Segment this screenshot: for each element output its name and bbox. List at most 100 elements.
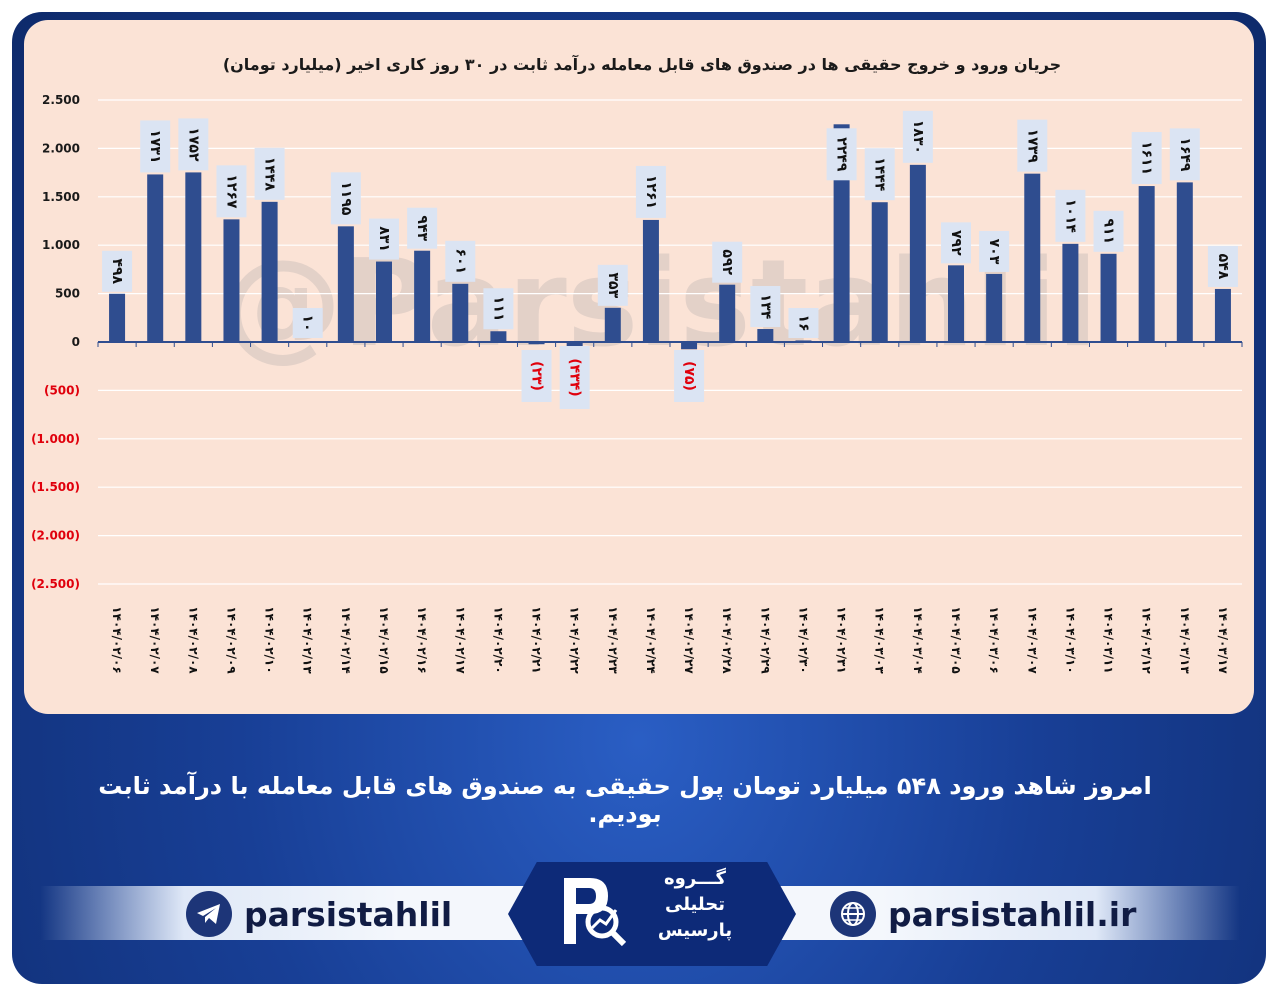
value-label: ۱۶۴۹ bbox=[1177, 137, 1193, 172]
value-label-box bbox=[407, 207, 438, 249]
x-tick-label: ۱۴۰۴/۰۲/۲۰ bbox=[491, 606, 505, 673]
value-label: ۱۰۱۴ bbox=[1062, 199, 1078, 234]
value-label: ۱۷۳۹ bbox=[1024, 129, 1040, 164]
x-tick-label: ۱۴۰۴/۰۲/۳۱ bbox=[835, 606, 849, 673]
logo-line-1: گـــروه bbox=[664, 868, 726, 889]
bar bbox=[1176, 182, 1193, 342]
y-tick-label: (2.000) bbox=[31, 529, 80, 543]
bar bbox=[528, 342, 545, 345]
bar bbox=[1062, 243, 1079, 342]
value-label-box bbox=[178, 118, 209, 171]
bar bbox=[1024, 173, 1041, 342]
x-tick-label: ۱۴۰۴/۰۲/۱۶ bbox=[415, 606, 429, 673]
value-label: (۴۳۴) bbox=[567, 358, 583, 396]
value-label-box bbox=[979, 230, 1010, 272]
x-tick-label: ۱۴۰۴/۰۲/۱۷ bbox=[453, 606, 467, 674]
bar bbox=[261, 201, 278, 342]
value-label: ۵۴۸ bbox=[1215, 254, 1231, 280]
x-tick-label: ۱۴۰۴/۰۳/۱۷ bbox=[1216, 606, 1230, 674]
x-tick-label: ۱۴۰۴/۰۲/۱۵ bbox=[377, 606, 391, 673]
bar bbox=[909, 164, 926, 342]
y-tick-label: 2.000 bbox=[42, 141, 80, 155]
x-tick-label: ۱۴۰۴/۰۲/۰۸ bbox=[186, 606, 200, 674]
x-tick-label: ۱۴۰۴/۰۲/۱۳ bbox=[301, 606, 315, 674]
x-tick-label: ۱۴۰۴/۰۲/۰۶ bbox=[110, 606, 124, 673]
bar bbox=[642, 219, 659, 342]
x-axis-ticks: ۱۴۰۴/۰۲/۰۶ ۱۴۰۴/۰۲/۰۷ ۱۴۰۴/۰۲/۰۸ ۱۴۰۴/۰۲/۰۹… bbox=[110, 606, 1230, 674]
bar bbox=[1214, 288, 1231, 342]
value-label: ۱۱۱ bbox=[490, 296, 506, 322]
bar bbox=[376, 261, 392, 342]
bar bbox=[986, 273, 1003, 342]
bar bbox=[414, 250, 431, 342]
x-tick-label: ۱۴۰۴/۰۲/۲۸ bbox=[720, 606, 734, 674]
value-label: ۱۴۴۴ bbox=[872, 157, 888, 192]
y-tick-label: (500) bbox=[44, 383, 80, 397]
value-labels: ۴۹۸ ۱۷۳۱ ۱۷۵۲ ۱۲۶۷ ۱۴۴۸ ۱۰ ۱۱۹۵ ۸۳۱ ۹۴۳ ۶۰۱ ۱۱۱ (۲۳… bbox=[102, 110, 1238, 409]
y-tick-label: 0 bbox=[72, 335, 80, 349]
value-label: ۱۷۵۲ bbox=[185, 127, 201, 162]
x-tick-label: ۱۴۰۴/۰۲/۲۲ bbox=[568, 606, 582, 674]
value-label-box bbox=[597, 264, 628, 306]
globe-icon bbox=[830, 891, 876, 937]
value-label-box bbox=[674, 350, 705, 402]
value-label: ۱۲۶۱ bbox=[643, 175, 659, 209]
value-label-box bbox=[826, 128, 857, 181]
value-label-box bbox=[445, 240, 476, 282]
x-tick-label: ۱۴۰۴/۰۳/۰۵ bbox=[949, 606, 963, 673]
y-axis-ticks: 2.500 2.000 1.500 1.000 500 0 (500) (1.000) (1.5… bbox=[31, 93, 80, 591]
value-label: ۷۹۲ bbox=[948, 230, 964, 256]
bar bbox=[147, 174, 164, 342]
value-label: ۶۰۱ bbox=[452, 249, 468, 275]
y-tick-label: (1.500) bbox=[31, 480, 80, 494]
x-tick-label: ۱۴۰۴/۰۳/۱۳ bbox=[1178, 606, 1192, 674]
value-label-box bbox=[635, 165, 666, 218]
value-label: ۱۶ bbox=[795, 314, 811, 331]
value-label-box bbox=[712, 241, 743, 283]
value-label-box bbox=[1207, 245, 1238, 287]
value-label-box bbox=[292, 308, 323, 338]
bar bbox=[757, 329, 774, 342]
bar bbox=[223, 219, 240, 342]
caption: امروز شاهد ورود ۵۴۸ میلیارد تومان پول حق… bbox=[98, 772, 1152, 828]
website-link[interactable]: parsistahlil.ir bbox=[830, 890, 1136, 938]
value-label-box bbox=[254, 147, 285, 200]
value-label-box bbox=[864, 148, 895, 201]
chart-panel bbox=[24, 20, 1254, 714]
telegram-link[interactable]: parsistahlil bbox=[186, 890, 452, 938]
y-tick-label: 1.000 bbox=[42, 238, 80, 252]
telegram-icon bbox=[186, 891, 232, 937]
x-tick-label: ۱۴۰۴/۰۲/۱۴ bbox=[339, 606, 353, 673]
value-label-box bbox=[1131, 132, 1162, 185]
value-label: (۷۵) bbox=[681, 361, 697, 391]
value-label: ۲۲۴۹ bbox=[834, 137, 850, 172]
x-tick-label: ۱۴۰۴/۰۳/۰۳ bbox=[873, 606, 887, 674]
value-label: ۱۲۶۷ bbox=[223, 174, 239, 209]
x-tick-label: ۱۴۰۴/۰۳/۰۷ bbox=[1025, 606, 1039, 674]
value-label-box bbox=[1169, 128, 1200, 181]
x-tick-label: ۱۴۰۴/۰۲/۲۴ bbox=[644, 606, 658, 673]
bar bbox=[1138, 186, 1155, 342]
x-tick-label: ۱۴۰۴/۰۳/۱۲ bbox=[1140, 606, 1154, 674]
bar bbox=[1100, 253, 1117, 342]
value-label: ۱۱۹۵ bbox=[338, 181, 354, 216]
x-tick-label: ۱۴۰۴/۰۲/۳۰ bbox=[796, 606, 810, 673]
value-label: ۴۹۸ bbox=[109, 258, 125, 284]
logo-line-2: تحلیلی bbox=[665, 894, 725, 915]
chart: @Parsistahlil جریان ورود و خروج حقیقی ها… bbox=[31, 54, 1243, 674]
value-label-box bbox=[1055, 189, 1086, 242]
website-url: parsistahlil.ir bbox=[888, 894, 1137, 934]
value-label: ۱۶۱۱ bbox=[1139, 141, 1155, 175]
x-tick-label: ۱۴۰۴/۰۲/۰۹ bbox=[224, 606, 238, 674]
value-label: ۱۰ bbox=[300, 314, 316, 331]
y-tick-label: 500 bbox=[55, 287, 80, 301]
value-label-box bbox=[521, 350, 552, 402]
y-tick-label: (2.500) bbox=[31, 577, 80, 591]
bar bbox=[109, 293, 126, 342]
bar bbox=[337, 226, 354, 342]
x-tick-label: ۱۴۰۴/۰۳/۱۰ bbox=[1063, 606, 1077, 673]
value-label: (۲۳) bbox=[529, 361, 545, 391]
value-label: ۹۱۱ bbox=[1101, 218, 1117, 244]
x-tick-label: ۱۴۰۴/۰۲/۲۷ bbox=[682, 606, 696, 674]
x-tick-label: ۱۴۰۴/۰۳/۰۶ bbox=[987, 606, 1001, 673]
